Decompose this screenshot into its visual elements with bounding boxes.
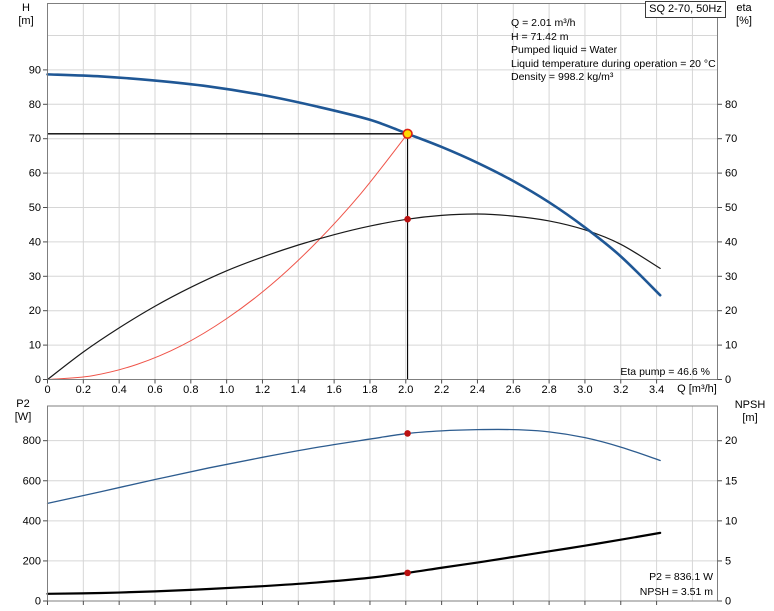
info-line-head: H = 71.42 m [511, 30, 569, 43]
y-right-tick-label: 80 [725, 99, 737, 111]
eta-curve [46, 213, 661, 381]
info-line-flow: Q = 2.01 m³/h [511, 17, 576, 29]
y-left-tick-label: 800 [23, 435, 41, 447]
x-tick-label: 1.0 [219, 384, 234, 396]
axis-title-line: NPSH [734, 399, 766, 411]
x-tick-label: 0 [44, 384, 50, 396]
y-left-tick-label: 0 [35, 596, 41, 608]
npsh-curve [46, 531, 662, 595]
x-tick-label: 0.4 [112, 384, 127, 396]
npsh-readout-line: NPSH = 3.51 m [639, 586, 713, 598]
x-tick-label: 0.8 [183, 384, 198, 396]
y-left-tick-label: 0 [35, 374, 41, 386]
p2-npsh-readout: P2 = 836.1 W NPSH = 3.51 m [640, 570, 713, 600]
y-right-tick-label: 20 [725, 435, 737, 447]
x-tick-label: 1.6 [326, 384, 341, 396]
info-line-density: Density = 998.2 kg/m³ [511, 71, 614, 83]
axis-title-line: [%] [736, 15, 752, 27]
x-tick-label: 3.0 [577, 384, 592, 396]
right-axis-title-eta: eta [%] [728, 2, 760, 28]
y-left-tick-label: 600 [23, 475, 41, 487]
y-left-tick-label: 50 [29, 202, 41, 214]
axis-ticks-head-efficiency-chart [43, 69, 722, 384]
y-right-tick-label: 10 [725, 340, 737, 352]
axis-title-line: [m] [742, 412, 758, 424]
eta-pump-readout: Eta pump = 46.6 % [620, 366, 710, 378]
y-left-tick-label: 70 [29, 133, 41, 145]
x-tick-label: 1.4 [291, 384, 306, 396]
left-axis-title-power: P2 [W] [7, 398, 39, 424]
eta-operating-marker [404, 215, 411, 223]
plot-frame-power-npsh-chart [47, 405, 718, 602]
y-left-tick-label: 30 [29, 271, 41, 283]
system-curve [47, 133, 409, 380]
gridlines-head-efficiency-chart [47, 3, 718, 380]
axis-title-line: H [22, 2, 30, 14]
x-tick-label: 2.8 [541, 384, 556, 396]
markers-head-efficiency-chart [402, 128, 413, 223]
y-right-tick-label: 15 [725, 475, 737, 487]
series-power-npsh-chart [46, 428, 662, 595]
x-tick-label: 0.2 [76, 384, 91, 396]
y-left-tick-label: 90 [29, 64, 41, 76]
x-tick-label: 3.2 [613, 384, 628, 396]
y-right-tick-label: 0 [725, 374, 731, 386]
pump-model-badge: SQ 2-70, 50Hz [645, 1, 726, 18]
axis-tick-labels-head-efficiency-chart: 0 0.2 0.4 0.6 0.8 1.0 1.2 1.4 1.6 1.8 2.0 2.2 2.4 2.6… [29, 64, 738, 396]
y-right-tick-label: 20 [725, 305, 737, 317]
axis-ticks-power-npsh-chart [43, 440, 722, 605]
duty-lines [47, 133, 409, 380]
markers-power-npsh-chart [404, 430, 411, 577]
gridlines-power-npsh-chart [47, 406, 718, 601]
y-right-tick-label: 5 [725, 555, 731, 567]
x-tick-label: 2.6 [506, 384, 521, 396]
y-right-tick-label: 50 [725, 202, 737, 214]
duty-point-marker [402, 128, 413, 140]
x-tick-label: 0.6 [147, 384, 162, 396]
p2-readout-line: P2 = 836.1 W [649, 571, 713, 583]
axis-title-line: [W] [14, 411, 32, 423]
axis-title-line: [m] [18, 15, 34, 27]
x-tick-label: 1.2 [255, 384, 270, 396]
x-axis-unit-label: Q [m³/h] [677, 383, 717, 395]
operating-conditions-block: Q = 2.01 m³/h H = 71.42 m Pumped liquid … [511, 17, 716, 85]
y-left-tick-label: 40 [29, 236, 41, 248]
x-tick-label: 2.4 [470, 384, 485, 396]
x-tick-label: 2.2 [434, 384, 449, 396]
y-right-tick-label: 60 [725, 168, 737, 180]
axis-title-line: P2 [16, 398, 30, 410]
y-right-tick-label: 0 [725, 596, 731, 608]
x-tick-label: 1.8 [362, 384, 377, 396]
plot-frame-head-efficiency-chart [47, 3, 718, 380]
axis-tick-labels-power-npsh-chart: 0 200 400 600 800 0 5 10 15 20 [23, 435, 738, 607]
y-left-tick-label: 10 [29, 340, 41, 352]
y-left-tick-label: 60 [29, 168, 41, 180]
x-tick-label: 3.4 [649, 384, 664, 396]
info-line-liquid: Pumped liquid = Water [511, 44, 618, 56]
x-tick-label: 2.0 [398, 384, 413, 396]
npsh-operating-marker [404, 569, 411, 577]
axis-title-line: eta [736, 2, 752, 14]
y-right-tick-label: 70 [725, 133, 737, 145]
y-left-tick-label: 20 [29, 305, 41, 317]
series-head-efficiency-chart [46, 73, 662, 381]
y-right-tick-label: 30 [725, 271, 737, 283]
y-left-tick-label: 80 [29, 99, 41, 111]
y-right-tick-label: 10 [725, 515, 737, 527]
left-axis-title-head: H [m] [10, 2, 42, 28]
right-axis-title-npsh: NPSH [m] [727, 399, 773, 425]
info-line-temperature: Liquid temperature during operation = 20… [511, 57, 716, 70]
y-right-tick-label: 40 [725, 236, 737, 248]
head-curve [46, 73, 662, 297]
y-left-tick-label: 400 [23, 515, 41, 527]
p2-operating-marker [404, 430, 411, 437]
y-left-tick-label: 200 [23, 555, 41, 567]
